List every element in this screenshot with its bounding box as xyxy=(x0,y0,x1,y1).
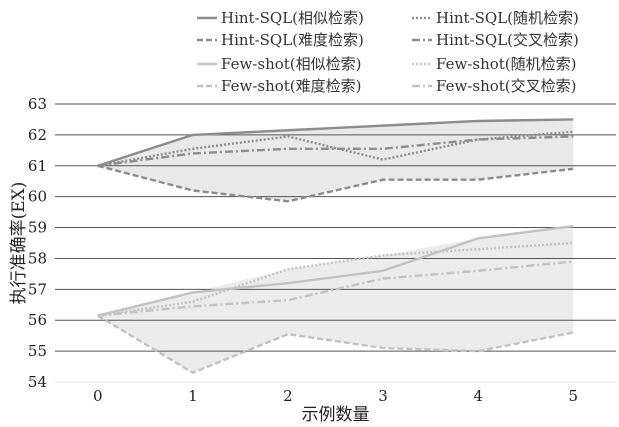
series-line-6 xyxy=(97,314,574,374)
legend-label-1: Hint-SQL(随机检索) xyxy=(436,9,579,27)
legend-label-0: Hint-SQL(相似检索) xyxy=(221,9,364,27)
min-max-bands xyxy=(97,119,574,373)
y-tick-54: 54 xyxy=(28,373,47,391)
x-tick-1: 1 xyxy=(188,387,198,405)
x-tick-4: 4 xyxy=(473,387,483,405)
x-axis-title: 示例数量 xyxy=(302,405,370,425)
series-lines xyxy=(97,118,574,374)
y-tick-59: 59 xyxy=(28,219,47,237)
legend-label-5: Few-shot(随机检索) xyxy=(436,55,577,73)
legend-label-6: Few-shot(难度检索) xyxy=(221,77,362,95)
legend-label-4: Few-shot(相似检索) xyxy=(221,55,362,73)
y-tick-56: 56 xyxy=(28,311,47,329)
legend-label-2: Hint-SQL(难度检索) xyxy=(221,31,364,49)
band-hint xyxy=(97,119,574,202)
x-tick-labels: 0 1 2 3 4 5 xyxy=(93,387,578,405)
x-tick-2: 2 xyxy=(283,387,293,405)
x-tick-3: 3 xyxy=(378,387,388,405)
y-tick-62: 62 xyxy=(28,126,47,144)
grid-lines xyxy=(55,103,616,352)
legend-label-7: Few-shot(交叉检索) xyxy=(436,77,577,95)
x-tick-5: 5 xyxy=(568,387,578,405)
series-line-0 xyxy=(97,118,574,167)
y-tick-58: 58 xyxy=(28,249,47,267)
legend-label-3: Hint-SQL(交叉检索) xyxy=(436,31,579,49)
y-axis-title: 执行准确率(EX) xyxy=(9,182,29,305)
legend: Hint-SQL(相似检索) Hint-SQL(随机检索) Hint-SQL(难度检… xyxy=(197,9,579,95)
y-tick-55: 55 xyxy=(28,342,47,360)
y-tick-60: 60 xyxy=(28,188,47,206)
x-tick-0: 0 xyxy=(93,387,103,405)
series-line-5 xyxy=(97,241,574,317)
y-tick-63: 63 xyxy=(28,95,47,113)
y-tick-labels: 54 55 56 57 58 59 60 61 62 63 xyxy=(28,95,47,391)
series-line-1 xyxy=(97,130,574,167)
band-few xyxy=(97,226,574,373)
y-tick-57: 57 xyxy=(28,280,47,298)
series-line-2 xyxy=(97,164,574,203)
series-line-4 xyxy=(97,224,574,317)
y-tick-61: 61 xyxy=(28,157,47,175)
